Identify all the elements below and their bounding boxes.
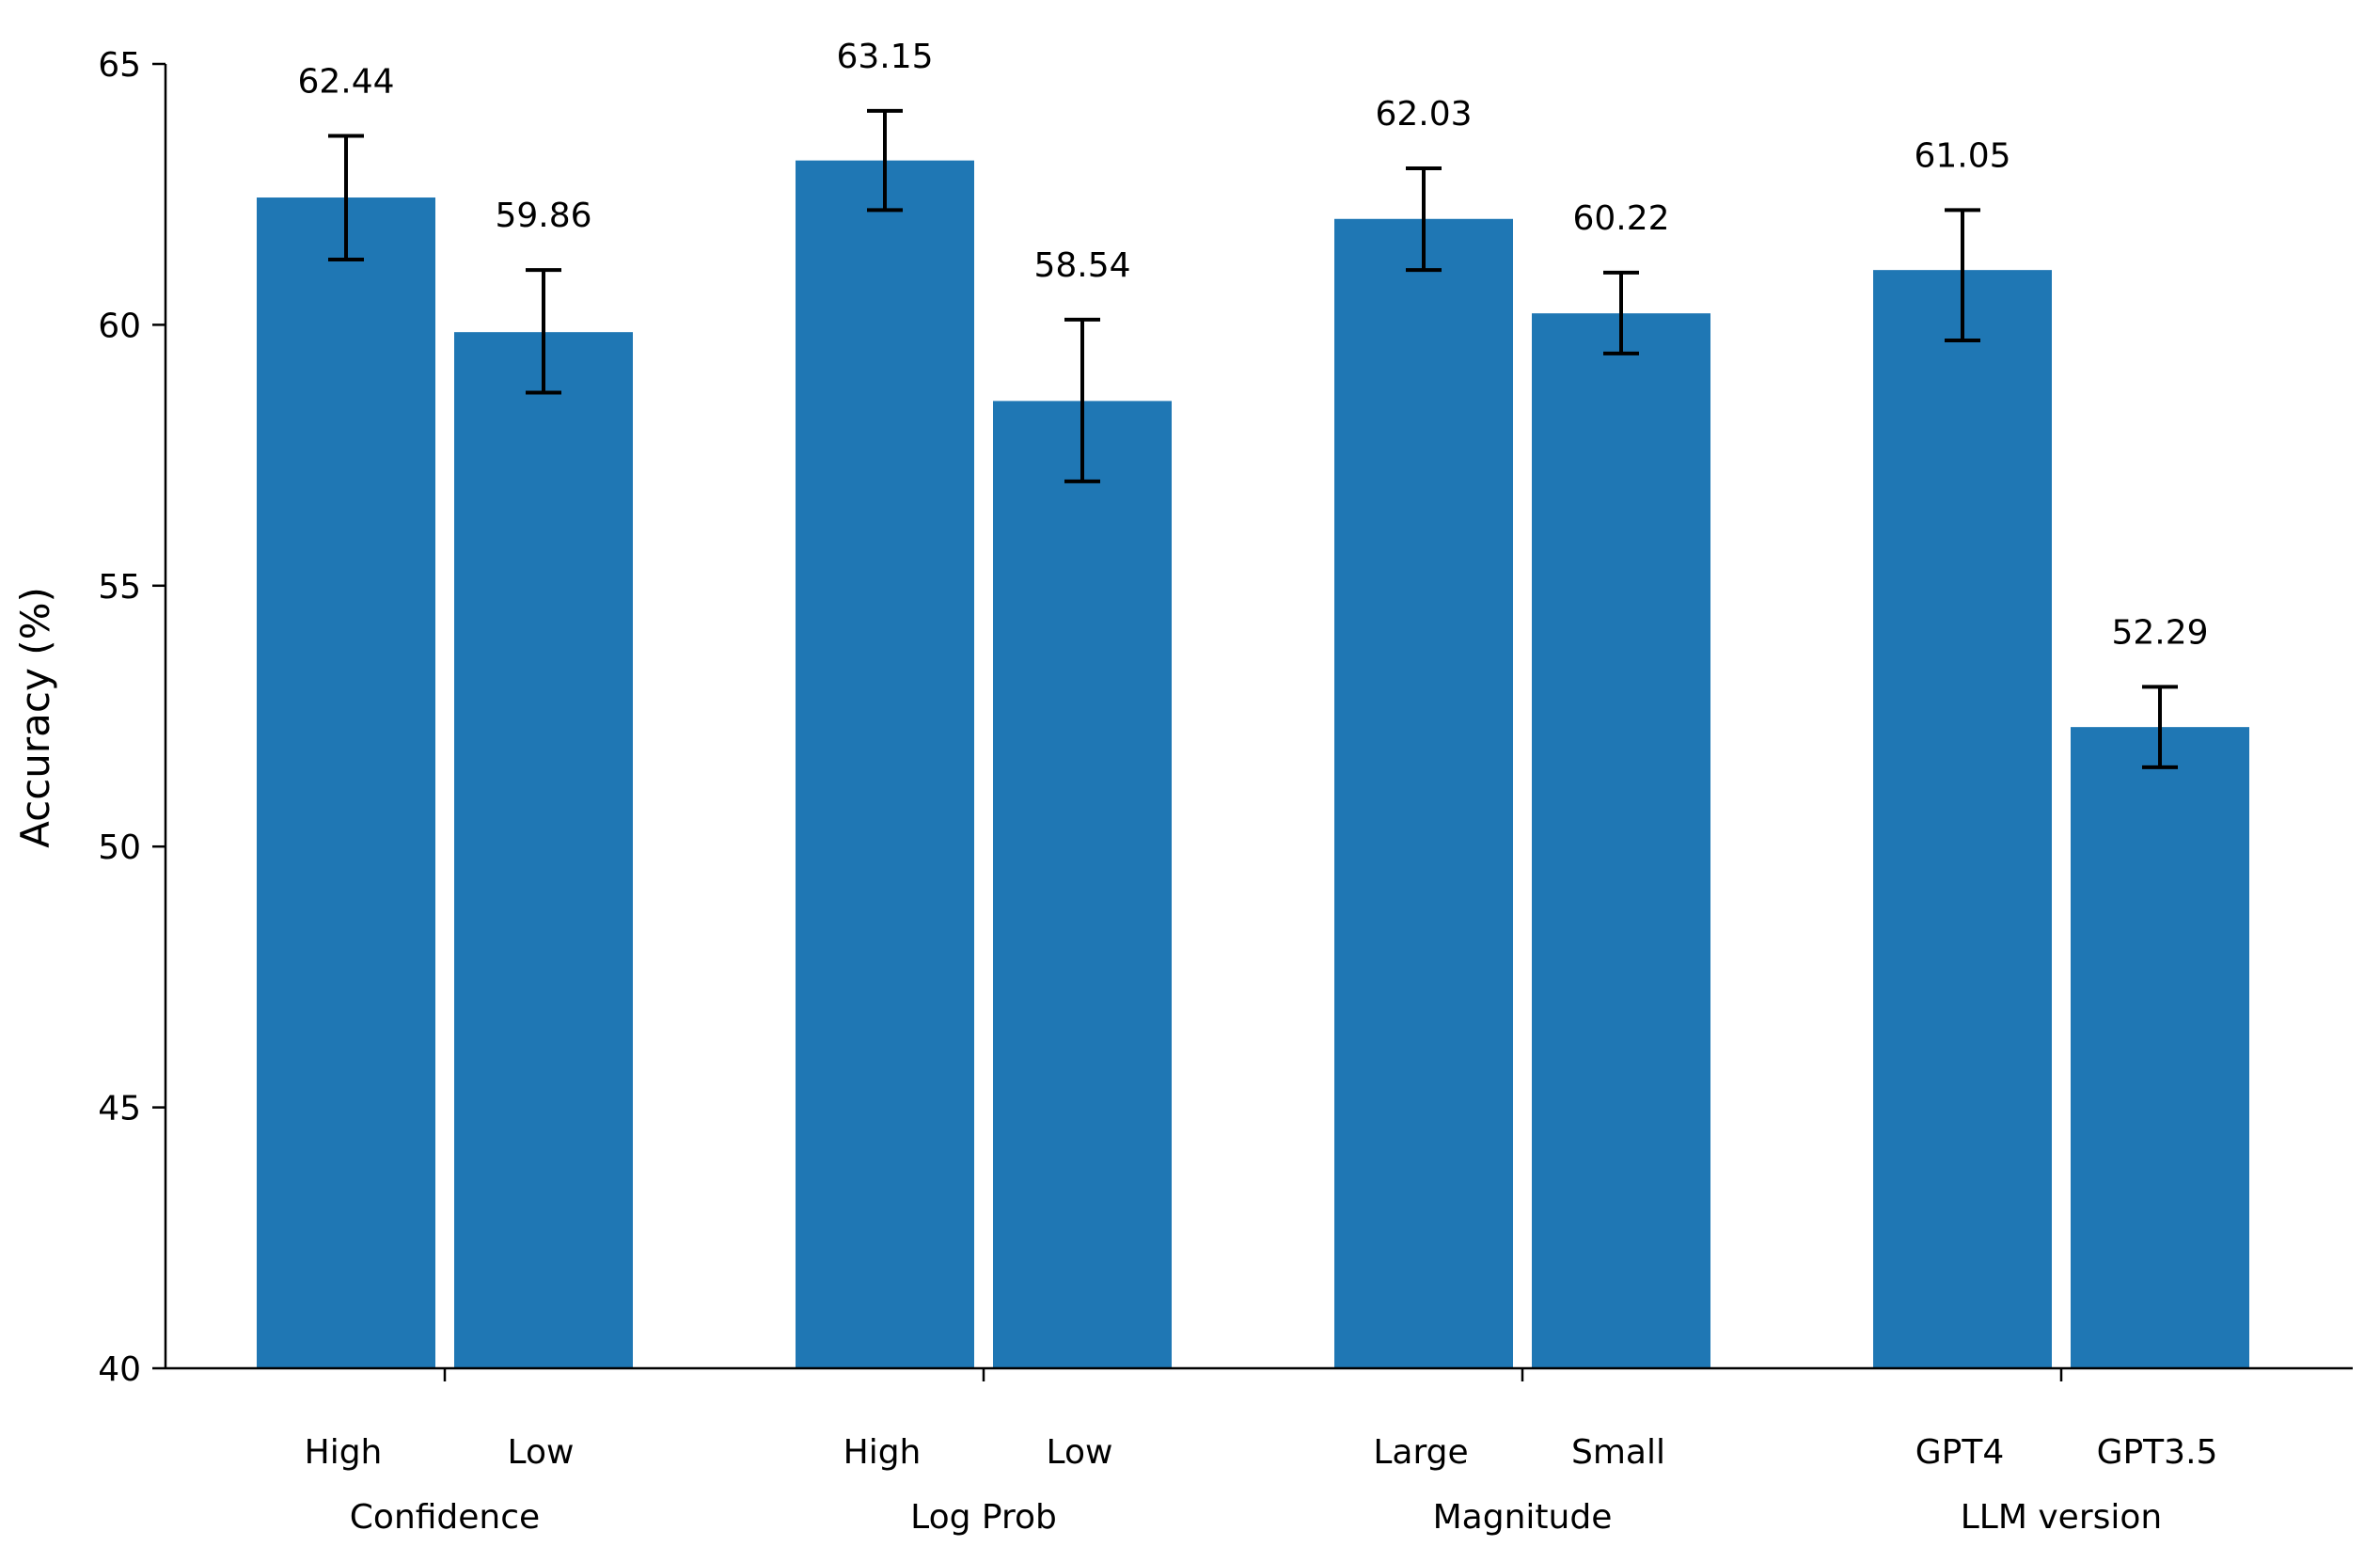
y-tick-label-5: 65	[98, 46, 141, 85]
error-bar-1-1	[1064, 317, 1100, 483]
x-group-label-0: Confidence	[350, 1498, 540, 1537]
x-category-label-3-0: GPT4	[1915, 1433, 2005, 1472]
error-bar-0-0	[328, 134, 364, 262]
bar-0-1	[454, 332, 633, 1368]
bar-1-0	[796, 160, 974, 1369]
axes-layer	[164, 64, 2353, 1381]
y-tick-label-2: 50	[98, 828, 141, 867]
y-tick-label-4: 60	[98, 307, 141, 345]
bar-2-0	[1334, 218, 1513, 1368]
value-label-1-0: 63.15	[836, 38, 933, 76]
value-labels-layer: 62.44 59.86 63.15 58.54 62.03 60.22 61.05 52.29	[297, 38, 2208, 652]
error-bar-3-1	[2142, 685, 2178, 769]
y-tick-label-1: 45	[98, 1090, 141, 1128]
x-group-label-3: LLM version	[1961, 1498, 2162, 1537]
y-tick-label-3: 55	[98, 568, 141, 607]
error-bar-2-1	[1603, 270, 1639, 355]
bar-1-1	[993, 401, 1172, 1369]
x-category-label-2-1: Small	[1571, 1433, 1665, 1472]
bar-2-1	[1532, 313, 1710, 1369]
error-bar-3-0	[1945, 208, 1980, 343]
value-label-3-0: 61.05	[1914, 136, 2010, 175]
error-bars-layer	[328, 108, 2178, 769]
x-category-label-3-1: GPT3.5	[2097, 1433, 2218, 1472]
x-category-labels-layer: High Low Confidence High Low Log Prob Large Sma…	[305, 1433, 2218, 1537]
y-axis-title: Accuracy (%)	[12, 587, 58, 848]
error-bar-0-1	[526, 268, 561, 395]
x-category-label-2-0: Large	[1373, 1433, 1468, 1472]
x-category-label-1-1: Low	[1047, 1433, 1113, 1472]
x-group-label-2: Magnitude	[1433, 1498, 1613, 1537]
x-category-label-1-0: High	[843, 1433, 922, 1472]
x-group-label-1: Log Prob	[910, 1498, 1057, 1537]
y-tick-label-0: 40	[98, 1350, 141, 1389]
y-ticks-layer: 40 45 50 55 60 65	[98, 46, 165, 1389]
error-bar-1-0	[867, 108, 903, 213]
x-category-label-0-0: High	[305, 1433, 383, 1472]
bars-layer	[257, 160, 2249, 1369]
value-label-0-0: 62.44	[297, 63, 394, 102]
value-label-2-0: 62.03	[1375, 95, 1472, 134]
error-bar-2-0	[1406, 166, 1442, 273]
value-label-3-1: 52.29	[2111, 613, 2208, 652]
value-label-2-1: 60.22	[1572, 199, 1669, 238]
bar-3-1	[2071, 727, 2249, 1368]
value-label-1-1: 58.54	[1033, 246, 1130, 285]
x-category-label-0-1: Low	[508, 1433, 575, 1472]
bar-0-0	[257, 197, 435, 1368]
value-label-0-1: 59.86	[495, 197, 591, 235]
bar-3-0	[1873, 270, 2052, 1368]
